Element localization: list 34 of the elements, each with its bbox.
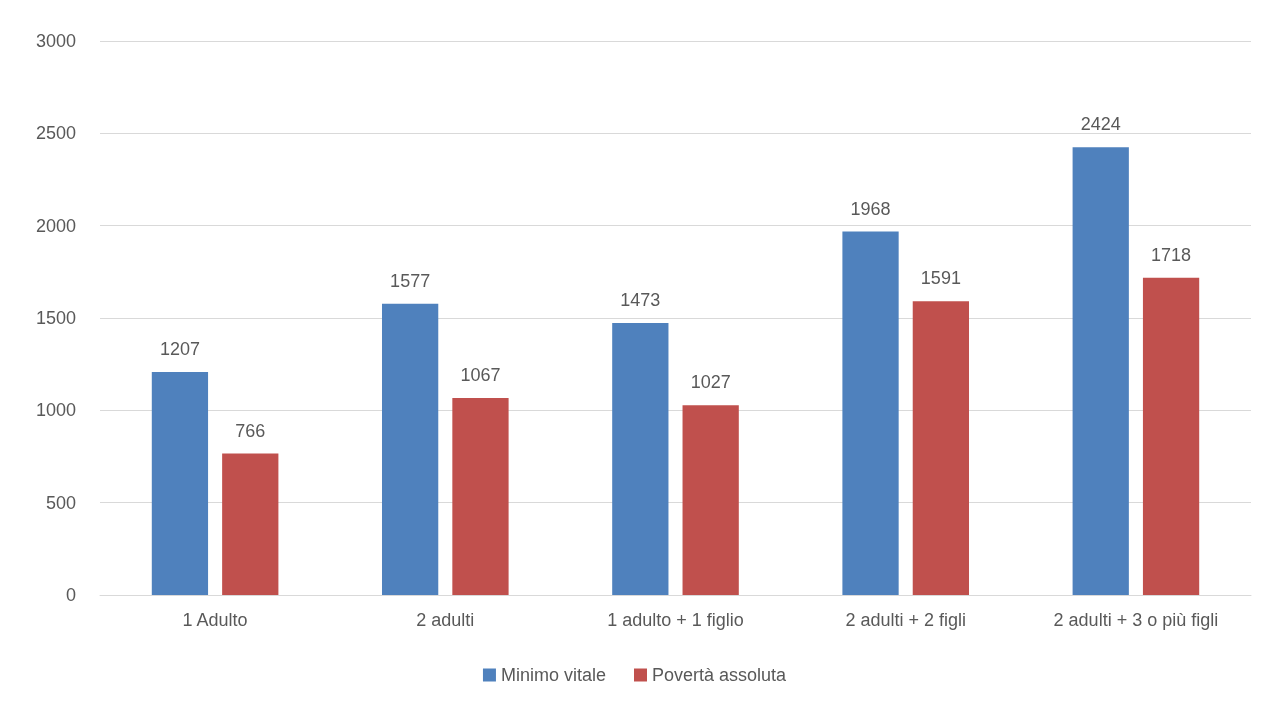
data-label: 1718: [1151, 244, 1192, 265]
y-tick-label: 2500: [35, 123, 76, 144]
bar: [382, 303, 439, 595]
data-label: 1577: [390, 270, 431, 291]
legend-label: Povertà assoluta: [651, 665, 788, 685]
data-label: 1591: [920, 268, 961, 289]
data-label: 766: [235, 420, 266, 441]
data-label: 1473: [620, 289, 661, 310]
x-tick-label: 1 adulto + 1 figlio: [607, 610, 744, 630]
bar: [682, 405, 739, 595]
y-tick-label: 3000: [35, 31, 76, 51]
bar: [612, 322, 669, 595]
data-label: 1207: [159, 339, 200, 360]
x-tick-label: 2 adulti: [416, 610, 475, 630]
x-tick-label: 2 adulti + 3 o più figli: [1053, 610, 1219, 630]
y-tick-label: 500: [45, 492, 76, 513]
data-label: 2424: [1080, 114, 1121, 135]
bar: [912, 301, 970, 595]
data-label: 1968: [850, 198, 891, 219]
x-tick-label: 1 Adulto: [182, 610, 248, 630]
bar: [1072, 147, 1129, 595]
bar: [151, 372, 209, 595]
bar: [1142, 277, 1200, 595]
y-tick-label: 1500: [35, 308, 76, 328]
x-tick-label: 2 adulti + 2 figli: [845, 610, 966, 630]
y-tick-label: 1000: [35, 400, 76, 421]
legend-label: Minimo vitale: [500, 665, 606, 685]
data-label: 1027: [690, 372, 731, 393]
y-tick-label: 2000: [35, 215, 76, 236]
bar: [452, 397, 509, 595]
bar: [842, 231, 899, 595]
y-tick-label: 0: [65, 585, 76, 605]
data-label: 1067: [460, 364, 501, 385]
bar: [222, 453, 279, 595]
